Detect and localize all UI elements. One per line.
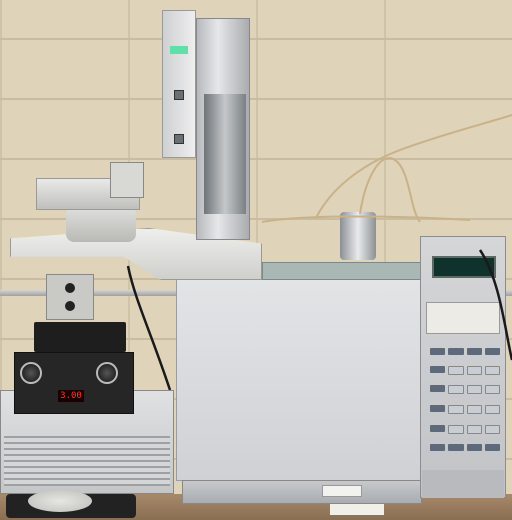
keypad-key[interactable] [448,404,464,414]
injector-tower-window [204,94,246,214]
keypad-key[interactable] [430,404,446,412]
keypad-key[interactable] [466,424,482,434]
keypad-key[interactable] [448,424,464,434]
power-cable [478,249,512,361]
wall-outlet [46,274,94,320]
keypad-key[interactable] [466,365,482,375]
keypad-key[interactable] [430,424,446,432]
keypad-key[interactable] [430,444,446,452]
injector-controller [162,10,196,158]
keypad-key[interactable] [448,348,464,355]
controller-button[interactable] [174,90,184,100]
gas-line [261,215,471,223]
controller-knob[interactable] [20,362,42,384]
discharge-display: 3.00 [58,390,84,402]
keypad-key[interactable] [448,444,464,452]
keypad-display [432,256,496,278]
controller-led [170,46,188,54]
keypad-buttons [430,348,500,458]
keypad-key[interactable] [448,365,464,375]
keypad-key[interactable] [466,385,482,395]
keypad-key[interactable] [484,424,500,434]
power-cable [126,265,172,391]
keypad-key[interactable] [466,404,482,414]
keypad-key[interactable] [484,385,500,395]
autosampler-turret [66,206,136,242]
controller-knob[interactable] [96,362,118,384]
keypad-base [422,470,504,498]
keypad-key[interactable] [448,385,464,395]
keypad-diagram-panel [426,302,500,334]
outlet-socket [65,283,75,293]
keypad-key[interactable] [484,348,500,355]
gas-line [315,114,512,219]
controller-button[interactable] [174,134,184,144]
keypad-key[interactable] [430,385,446,393]
black-box [34,322,126,352]
gc-base [182,480,422,504]
bench-label [330,503,384,515]
computer-mouse[interactable] [28,490,92,512]
keypad-key[interactable] [484,404,500,414]
keypad-key[interactable] [484,365,500,375]
autosampler-head [110,162,144,198]
power-supply-vents [4,432,170,486]
keypad-key[interactable] [430,365,446,373]
keypad-key[interactable] [466,444,482,452]
outlet-socket [65,301,75,311]
keypad-key[interactable] [466,348,482,355]
gc-barcode-label [322,485,362,497]
keypad-key[interactable] [484,444,500,452]
gas-line [359,157,421,223]
keypad-key[interactable] [430,348,446,355]
inlet-fitting [340,212,376,260]
